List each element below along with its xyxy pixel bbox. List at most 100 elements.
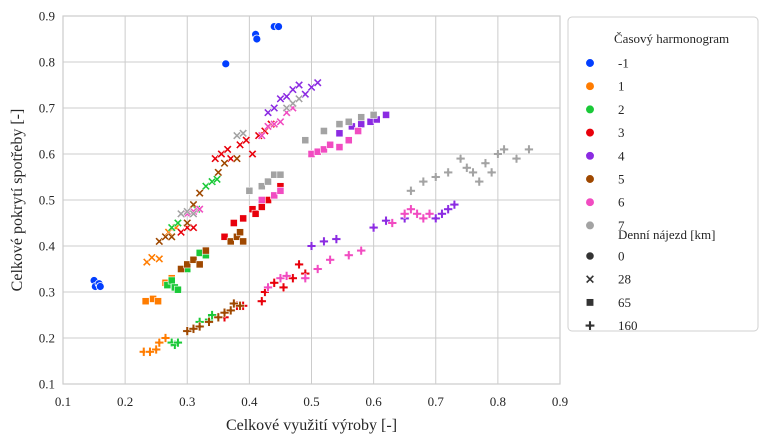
- y-tick-label: 0.6: [39, 147, 56, 162]
- data-point: [154, 254, 164, 264]
- data-point: [154, 337, 164, 348]
- data-point: [236, 228, 244, 237]
- data-point: [183, 260, 192, 269]
- legend-hue-title: Časový harmonogram: [614, 31, 729, 46]
- data-point: [239, 237, 248, 246]
- data-point: [188, 324, 199, 334]
- x-tick-labels: 0.1 0.2 0.3 0.4 0.5 0.6 0.7 0.8 0.9: [55, 394, 568, 409]
- legend-label-hue: 5: [618, 172, 625, 187]
- data-point: [474, 176, 484, 187]
- data-point: [145, 347, 155, 357]
- y-tick-label: 0.8: [39, 55, 55, 70]
- legend-marker-hue: [585, 104, 595, 115]
- data-point: [163, 281, 172, 289]
- legend: Časový harmonogram Denní nájezd [km] -1 1…: [567, 16, 759, 333]
- data-point: [449, 199, 460, 210]
- data-point: [257, 182, 266, 191]
- data-point: [270, 191, 279, 200]
- data-point: [326, 140, 335, 149]
- x-tick-label: 0.8: [490, 394, 506, 409]
- data-point: [232, 154, 242, 163]
- data-points: [89, 22, 534, 357]
- data-point: [443, 167, 453, 178]
- data-point: [263, 122, 273, 131]
- legend-frame: [567, 16, 759, 332]
- data-point: [344, 136, 353, 145]
- x-tick-label: 0.3: [179, 394, 195, 409]
- data-point: [241, 135, 251, 145]
- data-point: [269, 278, 279, 288]
- data-point: [524, 144, 534, 155]
- data-point: [182, 326, 192, 336]
- legend-label-hue: 4: [618, 148, 625, 163]
- data-point: [232, 131, 242, 140]
- data-point: [499, 144, 509, 155]
- data-point: [176, 209, 186, 219]
- data-point: [223, 145, 232, 154]
- legend-marker-hue: [585, 81, 595, 91]
- legend-label-hue: 7: [618, 218, 625, 233]
- data-point: [320, 145, 328, 154]
- data-point: [173, 218, 183, 228]
- y-tick-labels: 0.1 0.2 0.3 0.4 0.5 0.6 0.7 0.8 0.9: [39, 9, 56, 392]
- data-point: [369, 111, 378, 119]
- data-point: [462, 163, 472, 173]
- plot-frame: [62, 15, 561, 385]
- data-point: [257, 203, 266, 211]
- data-point: [331, 234, 342, 244]
- data-point: [300, 273, 310, 283]
- data-point: [319, 236, 329, 247]
- data-point: [381, 216, 391, 226]
- x-tick-label: 0.4: [241, 394, 258, 409]
- data-point: [418, 213, 428, 224]
- data-point: [281, 271, 292, 281]
- data-point: [257, 296, 267, 306]
- legend-marker-style: [585, 251, 595, 261]
- data-point: [382, 111, 390, 119]
- data-point: [274, 22, 283, 31]
- legend-label-style: 160: [618, 318, 638, 333]
- legend-label-hue: -1: [618, 56, 629, 71]
- data-point: [431, 172, 441, 182]
- data-point: [151, 344, 161, 355]
- data-point: [167, 337, 177, 348]
- data-point: [177, 265, 185, 273]
- x-tick-label: 0.9: [552, 394, 568, 409]
- data-point: [437, 209, 447, 219]
- legend-marker-style: [585, 320, 595, 331]
- legend-marker-hue: [585, 174, 595, 184]
- data-point: [213, 312, 223, 322]
- data-point: [387, 218, 397, 228]
- data-point: [173, 337, 183, 348]
- data-point: [357, 120, 366, 128]
- data-point: [229, 219, 238, 227]
- legend-label-hue: 2: [618, 102, 625, 117]
- data-point: [160, 333, 171, 343]
- grid: [62, 15, 561, 385]
- legend-marker-style: [585, 298, 595, 307]
- data-point: [406, 186, 416, 196]
- data-point: [195, 321, 205, 332]
- y-tick-label: 0.2: [39, 331, 55, 346]
- data-point: [424, 209, 435, 219]
- legend-label-style: 28: [618, 272, 631, 287]
- data-point: [301, 136, 310, 145]
- legend-label-style: 65: [618, 295, 631, 310]
- data-point: [418, 176, 428, 187]
- data-point: [174, 285, 182, 294]
- data-point: [238, 128, 248, 138]
- data-point: [141, 297, 150, 306]
- y-tick-label: 0.4: [39, 239, 56, 254]
- data-point: [335, 120, 344, 128]
- data-point: [356, 245, 366, 256]
- data-point: [278, 282, 289, 293]
- data-point: [443, 204, 453, 214]
- data-point: [147, 253, 157, 262]
- data-point: [248, 149, 257, 159]
- data-point: [294, 259, 304, 270]
- data-point: [400, 209, 410, 219]
- data-point: [344, 250, 354, 260]
- data-point: [294, 94, 304, 104]
- data-point: [195, 260, 204, 269]
